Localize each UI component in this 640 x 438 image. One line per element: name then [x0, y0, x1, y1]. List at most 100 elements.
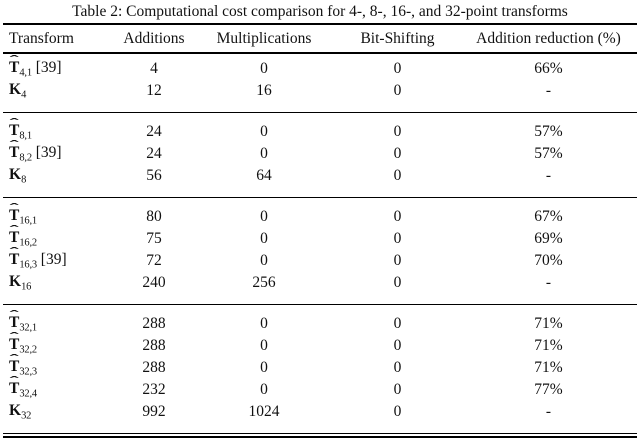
matrix-symbol: K — [9, 403, 21, 419]
cell-addition-reduction: - — [545, 167, 552, 184]
symbol-letter: T — [9, 251, 20, 269]
column-header-addition-reduction: Addition reduction (%) — [476, 29, 621, 47]
cell-additions: 4 — [150, 60, 158, 77]
transform-group-1: T ˆ 8,1 24 0 0 57% T ˆ 8,2 [39] 24 0 0 57% K8 56 64 0- — [3, 112, 637, 198]
cell-addition-reduction: 71% — [534, 359, 563, 376]
cell-addition-reduction: 71% — [534, 337, 563, 354]
table-row: K8 56 64 0 - — [3, 165, 637, 198]
cell-bit-shifting: 0 — [393, 337, 402, 354]
symbol-letter: T — [9, 336, 20, 354]
cell-additions: 72 — [146, 252, 162, 269]
table-row: T ˆ 32,3 288 0 0 71% — [3, 352, 637, 379]
cell-multiplications: 0 — [260, 337, 268, 354]
cell-multiplications: 0 — [260, 60, 268, 77]
cell-additions: 56 — [146, 167, 162, 184]
table-caption: Table 2: Computational cost comparison f… — [72, 3, 568, 20]
symbol-letter: T — [9, 358, 20, 376]
cell-bit-shifting: 0 — [393, 381, 402, 398]
hat-accent-icon: ˆ — [9, 307, 19, 323]
symbol-subscript: 16 — [21, 281, 32, 293]
cell-bit-shifting: 0 — [393, 359, 402, 376]
cell-bit-shifting: 0 — [393, 82, 402, 99]
cell-addition-reduction: 57% — [534, 145, 563, 162]
cell-addition-reduction: 67% — [534, 208, 563, 225]
cell-addition-reduction: - — [545, 82, 552, 99]
cell-additions: 232 — [142, 381, 166, 398]
cell-bit-shifting: 0 — [393, 167, 402, 184]
table-row: T ˆ 4,1 [39] 4 0 0 66% — [3, 53, 637, 80]
cell-transform: T ˆ 4,1 [39] — [3, 53, 115, 80]
symbol-subscript: 4,1 — [19, 67, 32, 79]
table-row: K4 12 16 0 - — [3, 80, 637, 113]
cell-additions: 288 — [142, 359, 166, 376]
cell-additions: 75 — [146, 230, 162, 247]
hat-accent-icon: ˆ — [9, 52, 19, 68]
table-row: T ˆ 32,1 288 0 0 71% — [3, 305, 637, 336]
symbol-subscript: 16,3 — [19, 259, 37, 271]
cell-transform: T ˆ 8,2 [39] — [3, 138, 115, 165]
top-rule — [3, 23, 637, 25]
table-row: T ˆ 16,3 [39] 72 0 0 70% — [3, 245, 637, 272]
cell-transform: K16 — [3, 272, 115, 305]
symbol-subscript: 16,2 — [19, 237, 37, 249]
cell-bit-shifting: 0 — [393, 208, 402, 225]
cell-transform: T ˆ 16,2 — [3, 223, 115, 250]
table-row: T ˆ 8,2 [39] 24 0 0 57% — [3, 138, 637, 165]
cell-addition-reduction: 69% — [534, 230, 563, 247]
cell-transform: T ˆ 32,3 — [3, 352, 115, 379]
citation-reference: [39] — [31, 144, 62, 162]
cell-multiplications: 0 — [260, 208, 268, 225]
cell-bit-shifting: 0 — [393, 403, 402, 420]
cell-addition-reduction: 71% — [534, 315, 563, 332]
matrix-symbol: K — [9, 167, 21, 183]
cell-bit-shifting: 0 — [393, 123, 402, 140]
symbol-subscript: 32 — [21, 410, 32, 422]
cell-multiplications: 256 — [252, 274, 276, 291]
symbol-subscript: 32,4 — [19, 388, 37, 400]
symbol-letter: T — [9, 122, 20, 140]
cell-addition-reduction: 57% — [534, 123, 563, 140]
cell-additions: 24 — [146, 123, 162, 140]
symbol-letter: K — [9, 273, 22, 291]
symbol-subscript: 32,2 — [19, 344, 37, 356]
symbol-subscript: 8,1 — [19, 130, 32, 142]
cell-transform: T ˆ 16,3 [39] — [3, 245, 115, 272]
symbol-letter: T — [9, 380, 20, 398]
cell-transform: K8 — [3, 165, 115, 198]
symbol-letter: T — [9, 144, 20, 162]
table-row: K32 992 1024 0 - — [3, 401, 637, 434]
cell-transform: T ˆ 32,4 — [3, 374, 115, 401]
cell-additions: 12 — [146, 82, 162, 99]
symbol-subscript: 8 — [21, 174, 27, 186]
cell-additions: 288 — [142, 315, 166, 332]
cell-bit-shifting: 0 — [393, 60, 402, 77]
column-header-additions: Additions — [123, 29, 185, 47]
header-row: Transform Additions Multiplications Bit-Shi… — [3, 25, 637, 53]
hat-accent-icon: ˆ — [9, 373, 19, 389]
cell-addition-reduction: 66% — [534, 60, 563, 77]
cell-transform: T ˆ 16,1 — [3, 198, 115, 229]
cell-addition-reduction: 70% — [534, 252, 563, 269]
cell-multiplications: 0 — [260, 315, 268, 332]
cell-addition-reduction: 77% — [534, 381, 563, 398]
cell-transform: T ˆ 8,1 — [3, 113, 115, 144]
cell-addition-reduction: - — [545, 274, 552, 291]
cell-multiplications: 1024 — [248, 403, 280, 420]
citation-reference: [39] — [36, 251, 67, 269]
transform-group-0: T ˆ 4,1 [39] 4 0 0 66% K4 12 16 0- — [3, 53, 637, 113]
table-header: Transform Additions Multiplications Bit-Shi… — [3, 25, 637, 53]
cell-multiplications: 0 — [260, 252, 268, 269]
hat-accent-icon: ˆ — [9, 200, 19, 216]
cell-addition-reduction: - — [545, 403, 552, 420]
table-row: T ˆ 8,1 24 0 0 57% — [3, 113, 637, 144]
cell-additions: 240 — [142, 274, 166, 291]
column-header-transform: Transform — [9, 29, 74, 47]
table-row: T ˆ 32,2 288 0 0 71% — [3, 330, 637, 357]
